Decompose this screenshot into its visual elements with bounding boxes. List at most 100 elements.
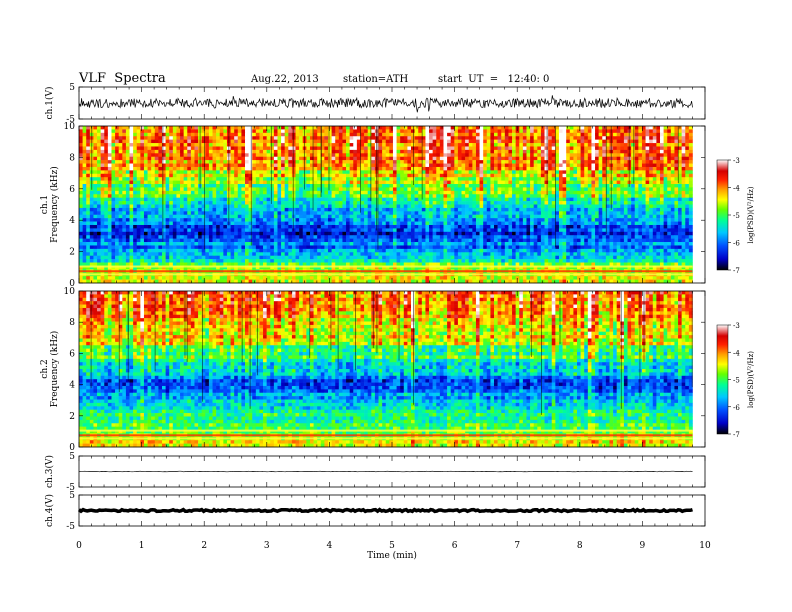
spectrogram-cell xyxy=(349,153,354,158)
spectrogram-cell xyxy=(674,173,679,178)
spectrogram-cell xyxy=(389,201,394,205)
spectrogram-cell xyxy=(490,211,495,216)
spectrogram-cell xyxy=(205,136,210,140)
spectrogram-cell xyxy=(389,129,394,134)
spectrogram-cell xyxy=(634,204,639,209)
spectrogram-cell xyxy=(223,170,228,175)
spectrogram-cell xyxy=(86,163,91,168)
spectrogram-cell xyxy=(519,204,524,209)
spectrogram-cell xyxy=(270,180,275,185)
spectrogram-cell xyxy=(190,204,195,209)
spectrogram-cell xyxy=(432,177,437,181)
spectrogram-cell xyxy=(248,146,253,151)
spectrogram-cell xyxy=(302,207,307,212)
spectrogram-cell xyxy=(429,204,433,209)
spectrogram-cell xyxy=(421,146,426,151)
spectrogram-cell xyxy=(241,163,246,168)
spectrogram-cell xyxy=(205,177,210,181)
spectrogram-cell xyxy=(486,139,491,144)
spectrogram-cell xyxy=(515,143,520,147)
spectrogram-cell xyxy=(638,207,643,212)
spectrogram-cell xyxy=(338,211,343,216)
spectrogram-cell xyxy=(230,132,235,137)
spectrogram-cell xyxy=(595,129,599,134)
spectrogram-cell xyxy=(461,184,466,188)
spectrogram-cell xyxy=(266,132,271,137)
spectrogram-cell xyxy=(490,143,495,147)
spectrogram-cell xyxy=(584,166,589,171)
spectrogram-cell xyxy=(652,184,657,188)
spectrogram-cell xyxy=(497,214,502,219)
spectrogram-cell xyxy=(418,126,423,130)
spectrogram-cell xyxy=(472,170,477,175)
spectrogram-cell xyxy=(450,201,455,205)
spectrogram-cell xyxy=(475,190,480,195)
spectrogram-cell xyxy=(439,190,444,195)
spectrogram-cell xyxy=(151,184,156,188)
spectrogram-cell xyxy=(219,177,224,181)
spectrogram-cell xyxy=(190,207,195,212)
spectrogram-cell xyxy=(663,153,668,158)
spectrogram-cell xyxy=(483,177,488,181)
spectrogram-cell xyxy=(486,221,491,226)
spectrogram-cell xyxy=(591,173,596,178)
spectrogram-cell xyxy=(342,214,347,219)
spectrogram-cell xyxy=(667,170,672,175)
spectrogram-cell xyxy=(338,187,343,192)
spectrogram-cell xyxy=(111,126,116,130)
spectrogram-cell xyxy=(291,211,296,216)
spectrogram-cell xyxy=(634,201,639,205)
spectrogram-cell xyxy=(475,207,480,212)
spectrogram-cell xyxy=(194,180,199,185)
spectrogram-cell xyxy=(573,190,578,195)
spectrogram-cell xyxy=(685,139,690,144)
spectrogram-cell xyxy=(620,163,625,168)
spectrogram-cell xyxy=(429,126,433,130)
spectrogram-cell xyxy=(627,187,632,192)
spectrogram-cell xyxy=(605,214,610,219)
spectrogram-cell xyxy=(273,139,278,144)
spectrogram-cell xyxy=(158,201,163,205)
spectrogram-cell xyxy=(663,204,668,209)
spectrogram-cell xyxy=(270,194,275,198)
spectrogram-cell xyxy=(125,201,130,205)
spectrogram-cell xyxy=(183,170,188,175)
spectrogram-cell xyxy=(555,163,560,168)
spectrogram-cell xyxy=(136,136,141,140)
spectrogram-cell xyxy=(205,201,210,205)
spectrogram-cell xyxy=(569,126,574,130)
spectrogram-cell xyxy=(93,218,98,222)
spectrogram-cell xyxy=(540,218,545,222)
spectrogram-cell xyxy=(107,166,112,171)
spectrogram-cell xyxy=(162,153,166,158)
spectrogram-cell xyxy=(194,224,199,229)
spectrogram-cell xyxy=(349,163,354,168)
spectrogram-cell xyxy=(248,211,253,216)
spectrogram-cell xyxy=(497,190,502,195)
spectrogram-cell xyxy=(649,214,654,219)
spectrogram-cell xyxy=(656,197,661,202)
spectrogram-cell xyxy=(678,214,682,219)
spectrogram-cell xyxy=(418,190,423,195)
spectrogram-cell xyxy=(602,184,607,188)
spectrogram-cell xyxy=(602,149,607,154)
spectrogram-cell xyxy=(468,136,473,140)
spectrogram-cell xyxy=(317,126,322,130)
spectrogram-cell xyxy=(479,221,484,226)
spectrogram-cell xyxy=(667,132,672,137)
spectrogram-cell xyxy=(328,139,332,144)
spectrogram-cell xyxy=(284,187,289,192)
spectrogram-cell xyxy=(660,136,664,140)
spectrogram-cell xyxy=(530,207,534,212)
spectrogram-cell xyxy=(587,156,592,161)
spectrogram-cell xyxy=(205,184,210,188)
spectrogram-cell xyxy=(605,126,610,130)
spectrogram-cell xyxy=(580,184,585,188)
spectrogram-cell xyxy=(245,126,249,130)
spectrogram-cell xyxy=(540,204,545,209)
spectrogram-cell xyxy=(418,170,423,175)
spectrogram-cell xyxy=(277,153,282,158)
spectrogram-cell xyxy=(360,214,365,219)
spectrogram-cell xyxy=(414,132,419,137)
spectrogram-cell xyxy=(389,204,394,209)
